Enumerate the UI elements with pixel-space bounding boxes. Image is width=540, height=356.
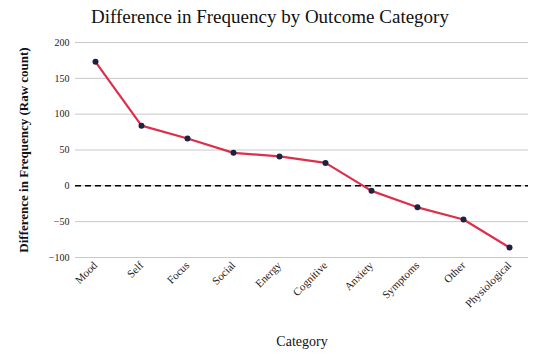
svg-text:Category: Category [276,334,327,349]
svg-text:50: 50 [60,144,70,155]
svg-text:200: 200 [55,37,70,48]
svg-text:Other: Other [441,259,467,285]
svg-text:Energy: Energy [253,259,284,290]
svg-text:100: 100 [55,108,70,119]
svg-text:Symptoms: Symptoms [380,259,422,301]
svg-text:Mood: Mood [72,259,99,286]
svg-text:Physiological: Physiological [463,259,514,310]
svg-text:0: 0 [65,180,70,191]
svg-text:−50: −50 [54,216,70,227]
html-text:Difference in Frequency by Out: Difference in Frequency by Outcome Categ… [91,6,449,27]
svg-text:Self: Self [124,259,145,280]
svg-text:Difference in Frequency (Raw c: Difference in Frequency (Raw count) [16,47,31,252]
svg-text:−100: −100 [49,252,70,263]
svg-text:Cognitive: Cognitive [290,259,329,298]
svg-text:150: 150 [55,73,70,84]
svg-text:Focus: Focus [164,259,191,286]
svg-text:Anxiety: Anxiety [342,259,376,293]
svg-text:Social: Social [209,259,237,287]
